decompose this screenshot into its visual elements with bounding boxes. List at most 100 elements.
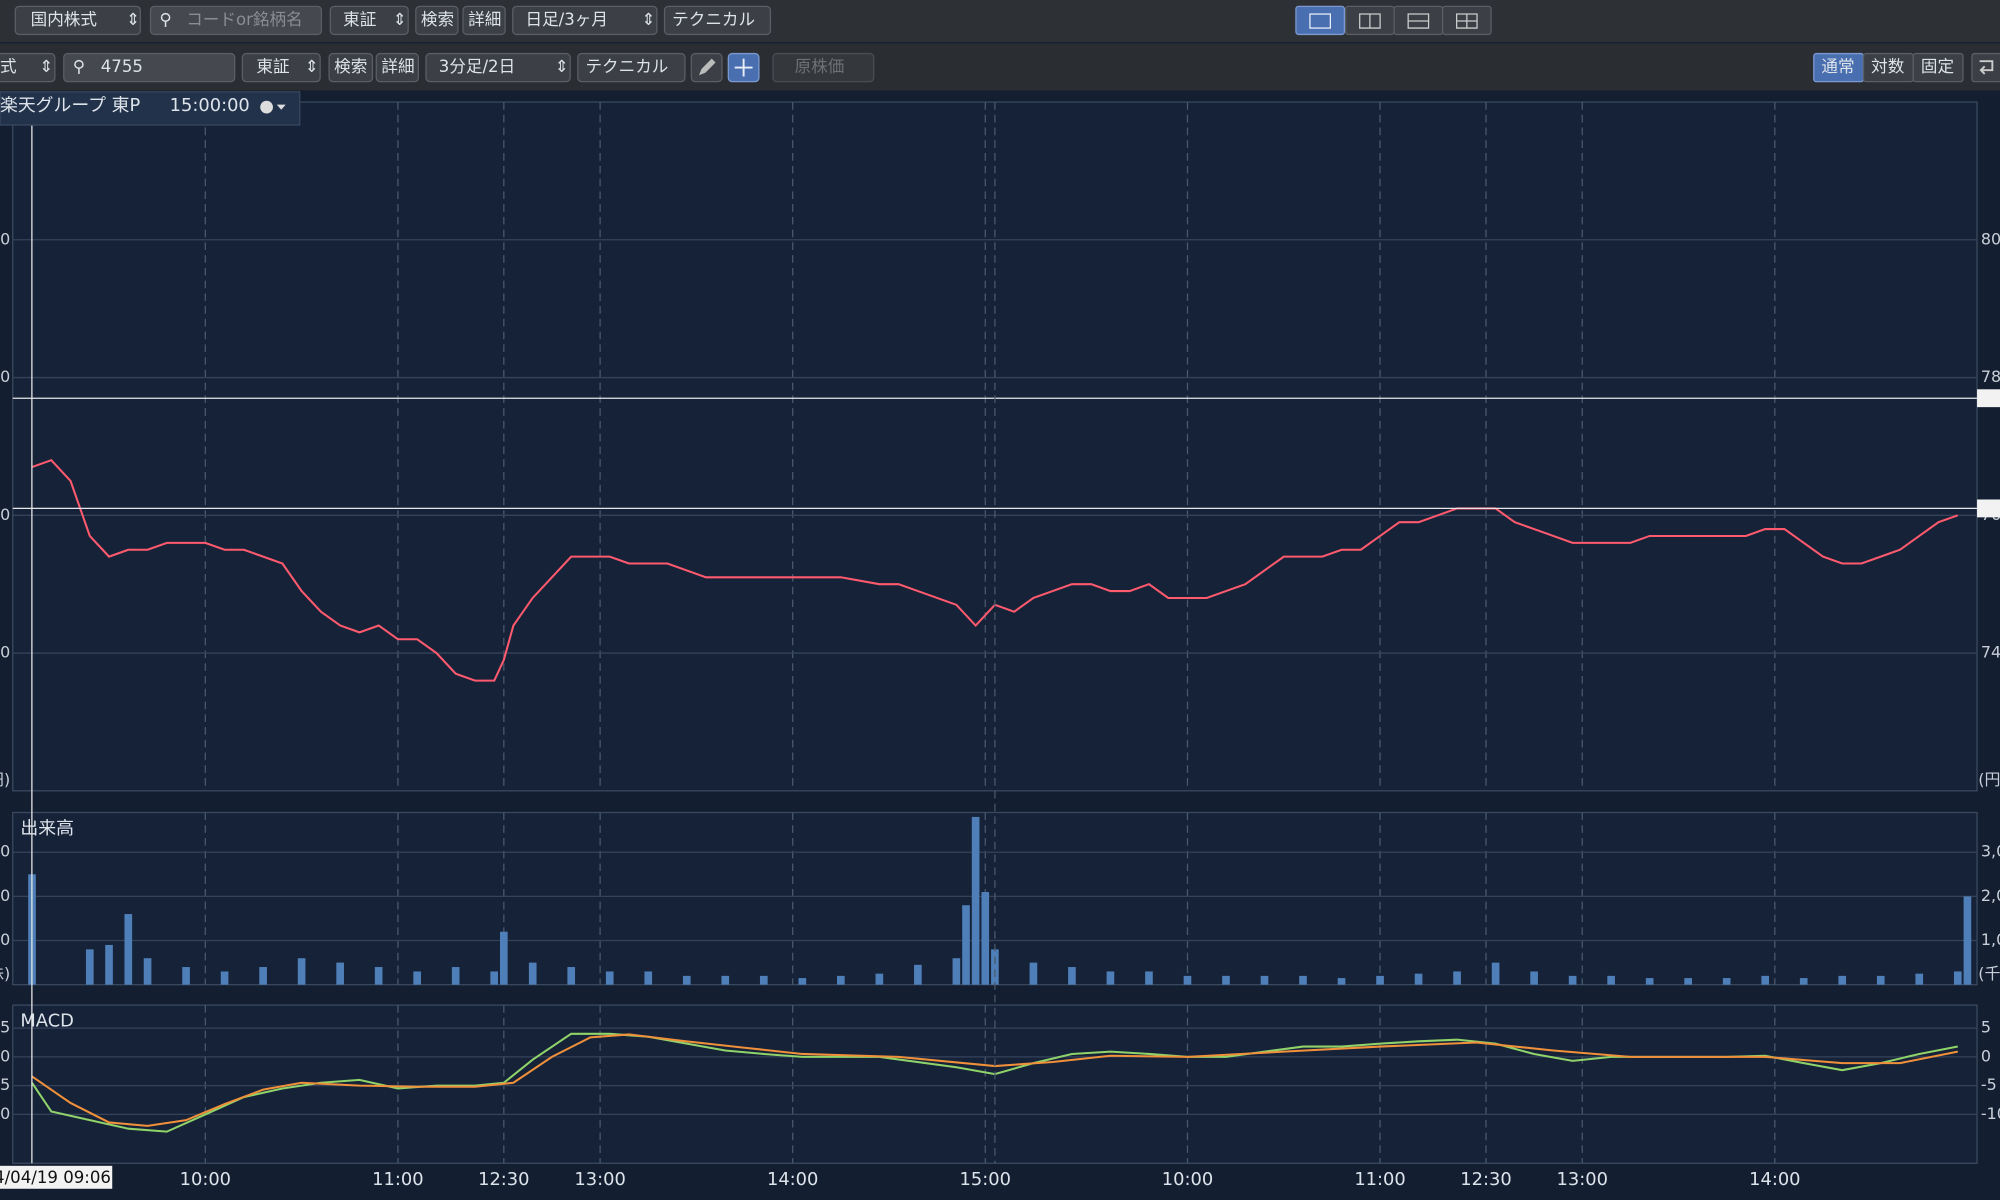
volume-bar — [875, 973, 884, 985]
exchange-label: 東証 — [343, 10, 376, 29]
volume-bar — [1838, 975, 1847, 985]
volume-bar — [490, 971, 499, 985]
volume-bar — [914, 964, 922, 985]
layout-icon — [1455, 13, 1478, 29]
y-tick-label: 1,000 — [1981, 930, 2000, 949]
panel-title: 出来高 — [20, 818, 74, 839]
code-box[interactable] — [63, 52, 236, 83]
data-line — [31, 459, 1959, 682]
y-tick-label: 0 — [0, 1046, 10, 1065]
x-tick-label: 13:00 — [574, 1169, 625, 1190]
volume-bar — [1183, 975, 1192, 985]
reference-marker — [1977, 499, 2000, 518]
select-arrow: ⇕ — [305, 57, 319, 76]
volume-bar — [1645, 978, 1654, 985]
layout-icon — [1359, 13, 1381, 29]
volume-bar — [182, 967, 190, 985]
layout-single[interactable] — [1295, 5, 1346, 36]
volume-bar — [1260, 975, 1269, 985]
exchange-select[interactable] — [241, 52, 321, 83]
y-tick-label: 780 — [1981, 367, 2000, 386]
volume-bar — [682, 975, 691, 985]
y-tick-label: 2,000 — [0, 886, 10, 905]
period-label: 3分足/2日 — [439, 57, 515, 76]
y-tick-label: -5 — [1981, 1075, 1997, 1094]
volume-bar — [952, 958, 961, 985]
y-tick-label: 760 — [0, 505, 10, 524]
toolbar-top-items: 国内株式 ⇕ ⚲ コードor銘柄名 東証 ⇕ 検索 詳細 日足/3ヶ月 ⇕ テク… — [14, 5, 1492, 36]
period-select[interactable] — [425, 52, 571, 83]
info-arrow — [276, 104, 286, 110]
x-tick-label: 14:00 — [1749, 1169, 1800, 1190]
search-box[interactable] — [149, 5, 323, 36]
y-tick-label: 5 — [1981, 1018, 1991, 1037]
detail-button[interactable] — [375, 52, 420, 83]
volume-bar — [1761, 975, 1770, 985]
volume-bar — [1568, 975, 1577, 985]
reference-marker — [1977, 389, 2000, 408]
scale-fixed[interactable] — [1912, 52, 1964, 83]
x-tick-label: 10:00 — [1162, 1169, 1213, 1190]
search-icon: ⚲ — [159, 10, 171, 29]
y-unit: (円) — [1978, 770, 2000, 789]
volume-bar — [1414, 973, 1423, 985]
y-unit: (円) — [0, 770, 10, 789]
y-tick-label: 3,000 — [0, 842, 10, 861]
volume-bar — [1491, 962, 1500, 985]
volume-bar — [297, 958, 306, 985]
volume-bar — [336, 962, 344, 985]
layout-icon — [1407, 13, 1430, 29]
select-arrow: ⇕ — [40, 57, 54, 76]
panel-title: MACD — [20, 1011, 74, 1032]
y-tick-label: -10 — [1981, 1104, 2000, 1123]
layout-two-rows[interactable] — [1393, 5, 1444, 36]
y-tick-label: -5 — [0, 1075, 10, 1094]
volume-bar — [1799, 978, 1808, 985]
search-button-label: 検索 — [334, 57, 367, 76]
period-label: 日足/3ヶ月 — [526, 10, 608, 29]
market-select-label: 式 — [0, 57, 17, 76]
info-box — [0, 91, 301, 126]
volume-bar — [124, 914, 133, 985]
search-button[interactable] — [415, 5, 459, 36]
select-arrow: ⇕ — [642, 10, 656, 29]
x-tick-label: 10:00 — [180, 1169, 231, 1190]
volume-bar — [1376, 975, 1384, 985]
volume-bar — [1530, 971, 1538, 985]
volume-bar — [1145, 971, 1153, 985]
x-tick-label: 12:30 — [478, 1169, 529, 1190]
search-button[interactable] — [328, 52, 374, 83]
technical-label: テクニカル — [672, 10, 755, 29]
volume-bar — [1876, 975, 1885, 985]
y-tick-label: 740 — [1981, 643, 2000, 662]
x-tick-label: 13:00 — [1557, 1169, 1608, 1190]
cursor-label: 24/04/19 09:06 — [0, 1168, 111, 1187]
pencil-icon — [698, 58, 716, 76]
volume-bar — [567, 967, 576, 985]
detail-button[interactable] — [462, 5, 506, 36]
exchange-select[interactable] — [329, 5, 409, 36]
market-select-label: 国内株式 — [31, 10, 98, 29]
volume-bar — [1337, 978, 1346, 985]
period-select[interactable] — [512, 5, 658, 36]
x-tick-label: 11:00 — [372, 1169, 423, 1190]
info-icon[interactable] — [260, 100, 273, 114]
original-price-button[interactable] — [772, 52, 875, 83]
volume-bar — [1029, 962, 1038, 985]
technical-button[interactable] — [577, 52, 686, 83]
volume-bar — [220, 971, 229, 985]
original-price-label: 原株価 — [795, 57, 845, 76]
select-arrow: ⇕ — [393, 10, 407, 29]
volume-bar — [413, 971, 421, 985]
technical-button[interactable] — [663, 5, 772, 36]
y-tick-label: 2,000 — [1981, 886, 2000, 905]
x-tick-label: 15:00 — [960, 1169, 1011, 1190]
select-arrow: ⇕ — [126, 10, 140, 29]
volume-bar — [85, 949, 94, 985]
return-button[interactable] — [1971, 52, 2000, 83]
volume-bar — [721, 975, 730, 985]
market-select[interactable] — [14, 5, 141, 36]
volume-bar — [105, 944, 113, 985]
volume-bar — [991, 949, 999, 985]
market-select[interactable] — [0, 52, 56, 83]
